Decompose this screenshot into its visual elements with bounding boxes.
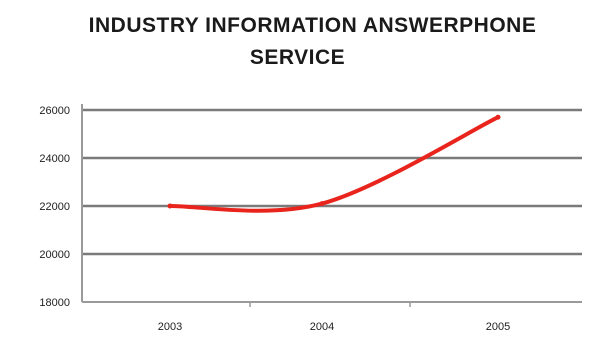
y-tick-label-3: 20000 — [39, 249, 70, 261]
chart-title-line-2: SERVICE — [249, 46, 346, 69]
data-point-0-0 — [167, 203, 173, 209]
gridlines — [82, 108, 582, 256]
y-axis-ticks: 26000 24000 22000 20000 18000 — [39, 105, 70, 309]
chart-title-line-1: INDUSTRY INFORMATION ANSWERPHONE — [88, 14, 537, 37]
x-tick-label-0: 2003 — [158, 321, 182, 333]
x-axis-ticks: 2003 2004 2005 — [158, 321, 510, 333]
data-point-0-2 — [495, 114, 501, 120]
y-tick-label-0: 26000 — [39, 105, 70, 117]
data-point-0-1 — [319, 201, 325, 207]
x-tick-label-1: 2004 — [310, 321, 334, 333]
axes — [81, 104, 582, 307]
y-tick-label-2: 22000 — [39, 201, 70, 213]
series-group — [167, 114, 501, 213]
y-tick-label-1: 24000 — [39, 153, 70, 165]
x-tick-label-2: 2005 — [486, 321, 510, 333]
series-line-0 — [168, 115, 500, 213]
y-tick-label-4: 18000 — [39, 297, 70, 309]
